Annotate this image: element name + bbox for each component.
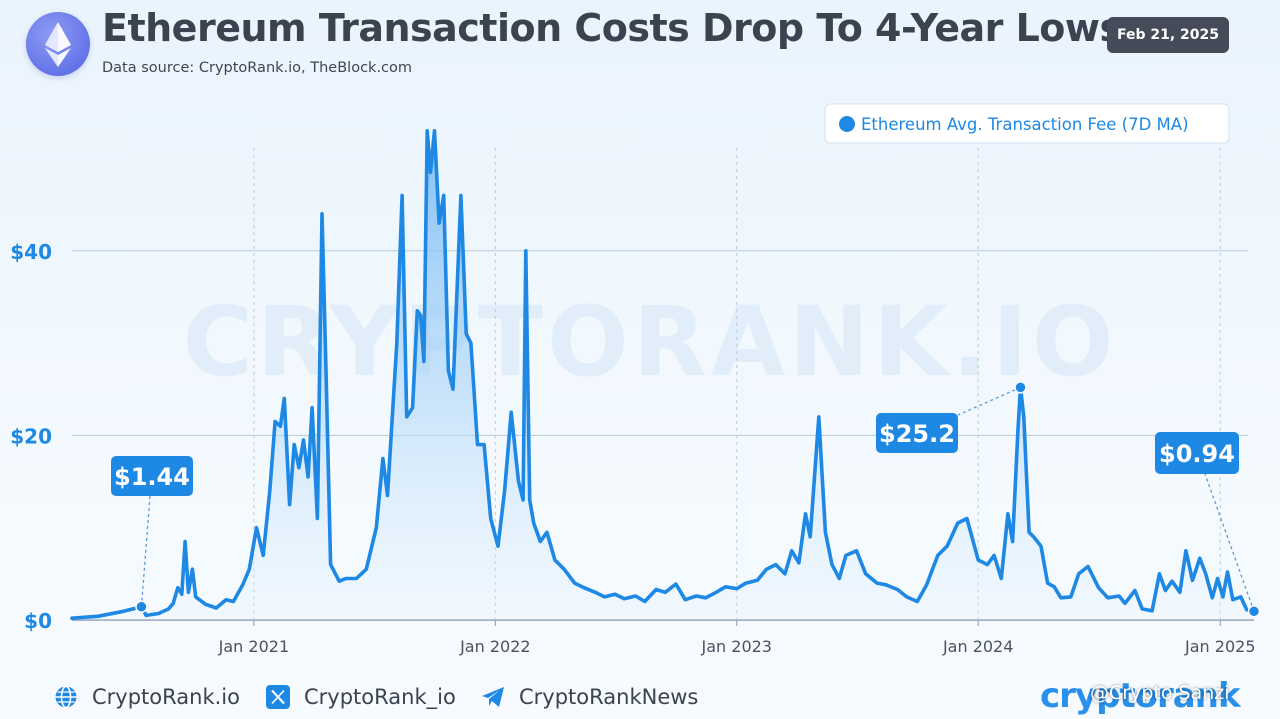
footer-telegram-label: CryptoRankNews (519, 685, 699, 709)
annotation-leader (957, 386, 1021, 416)
axis-labels: $0 $20 $40 Jan 2021 Jan 2022 Jan 2023 Jan 2024… (10, 240, 1255, 656)
cryptorank-logo: cryptorank (1040, 676, 1241, 716)
x-logo-icon (266, 685, 290, 709)
footer-website-label: CryptoRank.io (92, 685, 240, 709)
series-line (70, 129, 1256, 620)
annotation-leader (1204, 473, 1255, 612)
author-watermark: @Crypto Sanzi (1090, 682, 1230, 704)
data-source-subtitle: Data source: CryptoRank.io, TheBlock.com (102, 60, 413, 76)
series-line-path (70, 129, 1256, 620)
footer-x-account[interactable]: CryptoRank_io (266, 680, 456, 714)
legend: Ethereum Avg. Transaction Fee (7D MA) (824, 103, 1230, 144)
footer-telegram[interactable]: CryptoRankNews (481, 680, 698, 714)
annotation-box (1155, 432, 1239, 474)
legend-marker (839, 116, 855, 132)
x-tick-label: Jan 2025 (1184, 637, 1255, 656)
annotation-label: $1.44 (114, 463, 190, 491)
ethereum-icon (26, 12, 90, 76)
header: Ethereum Transaction Costs Drop To 4-Yea… (0, 0, 1280, 90)
annotation-dot (1247, 605, 1261, 618)
globe-icon (54, 685, 78, 709)
date-badge: Feb 21, 2025 (1107, 17, 1229, 53)
annotation-dot (135, 600, 148, 613)
annotation-box (876, 413, 958, 453)
footer: CryptoRank.io CryptoRank_io CryptoRankNe… (0, 680, 1280, 716)
transaction-fee-chart: CRYPTORANK.IO $0 $20 $40 Jan 2021 Jan 2022 Ja… (10, 103, 1261, 656)
legend-label: Ethereum Avg. Transaction Fee (7D MA) (861, 115, 1189, 134)
y-tick-label: $0 (24, 609, 52, 633)
annotations: $1.44 $25.2 $0.94 (111, 381, 1261, 618)
annotation-label: $25.2 (879, 420, 955, 448)
annotation-box (111, 456, 193, 496)
annotation-dot (1014, 381, 1027, 394)
telegram-icon (481, 685, 505, 709)
background-watermark: CRYPTORANK.IO (183, 286, 1118, 398)
page-title: Ethereum Transaction Costs Drop To 4-Yea… (102, 6, 1122, 50)
y-tick-label: $40 (10, 240, 52, 264)
x-tick-label: Jan 2021 (218, 637, 289, 656)
footer-website[interactable]: CryptoRank.io (54, 680, 240, 714)
x-tick-label: Jan 2023 (701, 637, 772, 656)
footer-x-label: CryptoRank_io (304, 685, 456, 709)
annotation-label: $0.94 (1159, 440, 1235, 468)
y-tick-label: $20 (10, 424, 52, 448)
x-tick-label: Jan 2024 (942, 637, 1013, 656)
annotation-leader (140, 495, 151, 607)
x-tick-label: Jan 2022 (459, 637, 530, 656)
